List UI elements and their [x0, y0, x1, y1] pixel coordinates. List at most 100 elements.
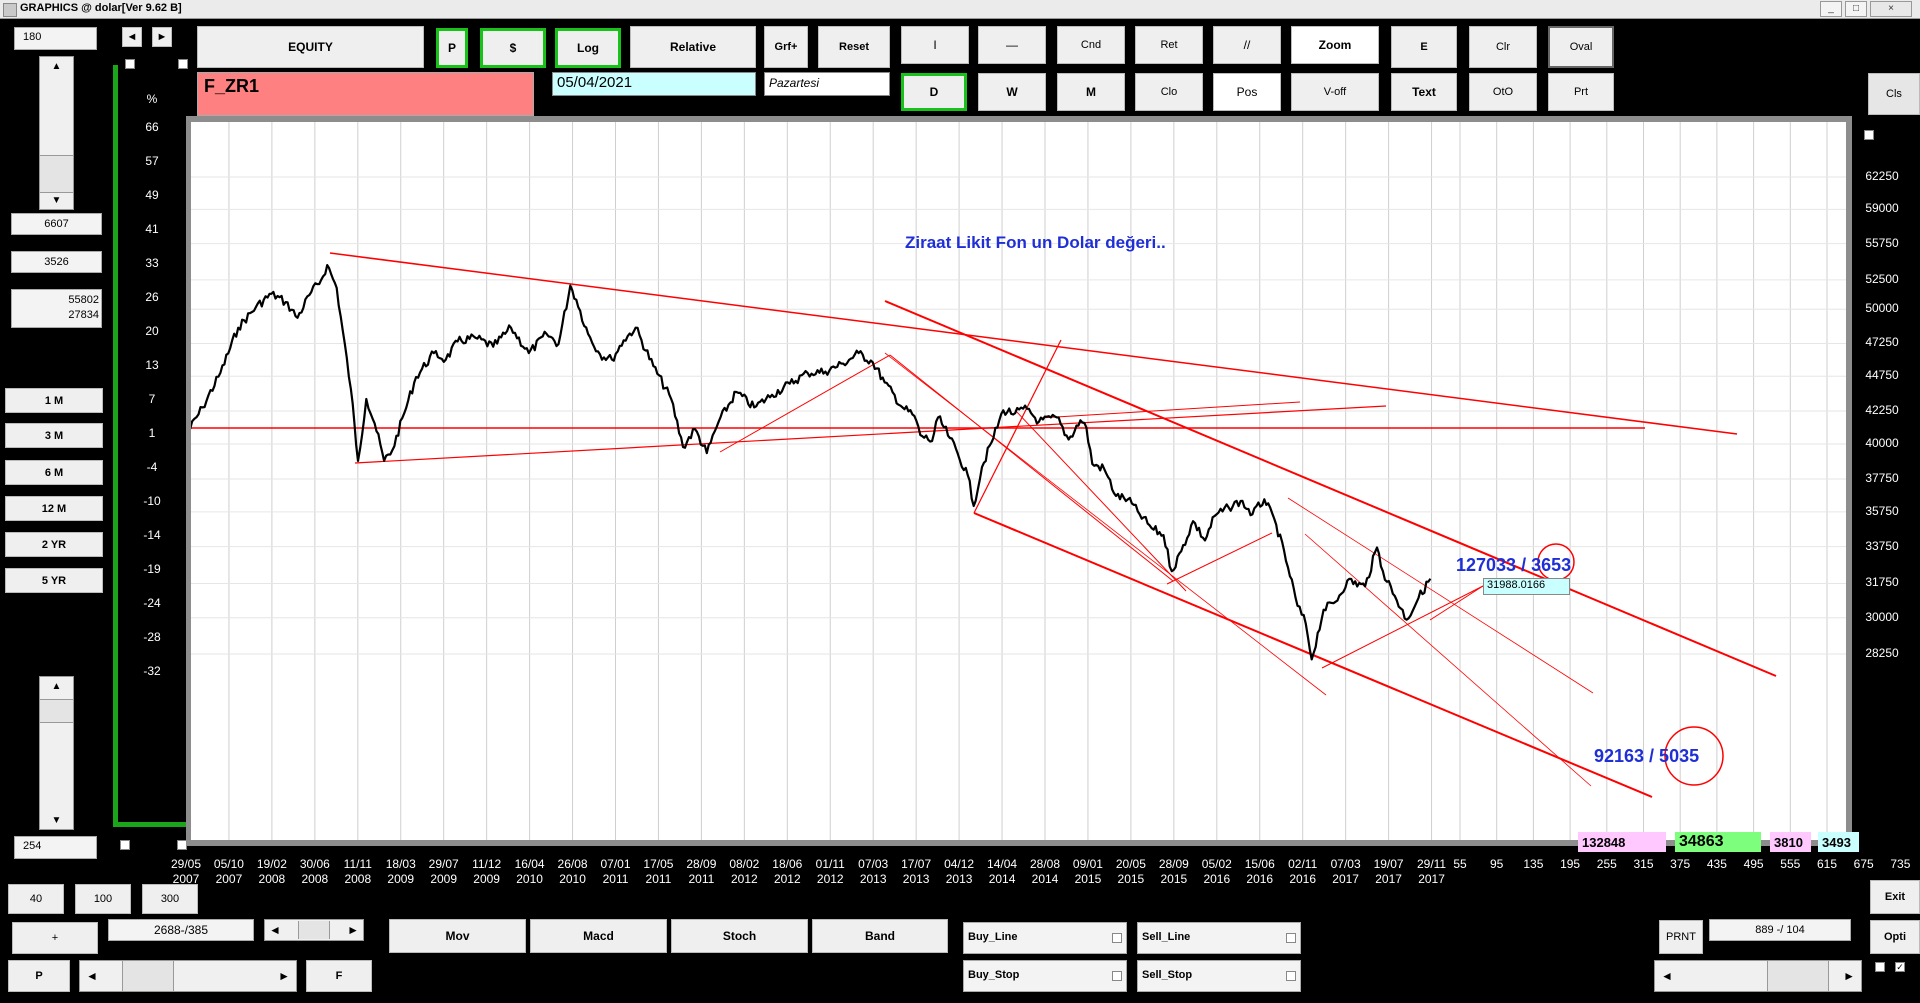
- trend-line: [1014, 409, 1187, 592]
- left-bottom-checkbox[interactable]: [120, 840, 130, 850]
- grf-plus-button[interactable]: Grf+: [764, 26, 808, 68]
- scroll-up-icon[interactable]: ▲: [51, 60, 62, 72]
- buy-stop-field[interactable]: Buy_Stop: [963, 960, 1127, 992]
- price-tick-label: 35750: [1865, 503, 1899, 518]
- scroll-up-icon[interactable]: ▲: [51, 680, 62, 692]
- scroll-thumb[interactable]: [122, 961, 174, 991]
- scroll-thumb[interactable]: [40, 155, 73, 193]
- stoch-button[interactable]: Stoch: [671, 919, 808, 953]
- parallel-button[interactable]: //: [1213, 26, 1281, 64]
- band-button[interactable]: Band: [812, 919, 948, 953]
- price-tick-label: 55750: [1865, 235, 1899, 250]
- period-2yr-button[interactable]: 2 YR: [5, 532, 103, 557]
- right-top-checkbox[interactable]: [1864, 130, 1874, 140]
- date-tick-label: 17/05 2011: [636, 857, 680, 887]
- scroll-thumb[interactable]: [1767, 961, 1829, 991]
- scroll-thumb[interactable]: [298, 921, 330, 939]
- cls-button[interactable]: Cls: [1868, 73, 1920, 115]
- clr-button[interactable]: Clr: [1469, 26, 1537, 68]
- right-checkbox[interactable]: [178, 59, 188, 69]
- f-button[interactable]: F: [306, 960, 372, 992]
- v-off-button[interactable]: V-off: [1291, 73, 1379, 111]
- m-button[interactable]: M: [1057, 73, 1125, 111]
- date-tick-day: 07/01: [600, 857, 631, 871]
- oto-button[interactable]: OtO: [1469, 73, 1537, 111]
- right-h-scrollbar[interactable]: ◄ ►: [1654, 960, 1862, 992]
- period-3m-button[interactable]: 3 M: [5, 423, 103, 448]
- w-button[interactable]: W: [978, 73, 1046, 111]
- pos-button[interactable]: Pos: [1213, 73, 1281, 111]
- symbol-field[interactable]: F_ZR1: [197, 72, 534, 116]
- buy-line-field[interactable]: Buy_Line: [963, 922, 1127, 954]
- dollar-button[interactable]: $: [480, 28, 546, 68]
- scroll-right-icon[interactable]: ►: [347, 923, 359, 937]
- buy-line-checkbox[interactable]: [1112, 933, 1122, 943]
- date-tick-label: 16/04 2010: [508, 857, 552, 887]
- scroll-thumb[interactable]: [40, 699, 73, 723]
- relative-button[interactable]: Relative: [630, 26, 756, 68]
- bottom-value-field[interactable]: 254: [14, 836, 97, 859]
- scroll-left-icon[interactable]: ◄: [86, 969, 98, 983]
- period-1m-button[interactable]: 1 M: [5, 388, 103, 413]
- opti-button[interactable]: Opti: [1870, 920, 1920, 954]
- maximize-button[interactable]: □: [1845, 1, 1867, 17]
- bottom-checkbox-1[interactable]: [1875, 962, 1885, 972]
- date-field[interactable]: 05/04/2021: [552, 72, 756, 96]
- prnt-button[interactable]: PRNT: [1659, 920, 1703, 954]
- log-button[interactable]: Log: [555, 28, 621, 68]
- mov-button[interactable]: Mov: [389, 919, 526, 953]
- bottom-vertical-scrollbar[interactable]: ▲ ▼: [39, 676, 74, 830]
- period-12m-button[interactable]: 12 M: [5, 496, 103, 521]
- sell-stop-checkbox[interactable]: [1286, 971, 1296, 981]
- scroll-left-icon[interactable]: ◄: [1661, 969, 1673, 983]
- price-tick-label: 44750: [1865, 368, 1899, 383]
- sell-stop-field[interactable]: Sell_Stop: [1137, 960, 1301, 992]
- pct-tick-label: -28: [143, 630, 161, 644]
- price-chart[interactable]: [191, 122, 1846, 840]
- n300-button[interactable]: 300: [142, 884, 198, 914]
- p-bottom-button[interactable]: P: [8, 960, 70, 992]
- dash-button[interactable]: —: [978, 26, 1046, 64]
- bottom-checkbox-2-checked[interactable]: ✓: [1895, 962, 1905, 972]
- minimize-button[interactable]: _: [1820, 1, 1842, 17]
- right-arrow-button[interactable]: ►: [152, 27, 172, 47]
- future-bar-label: 55: [1453, 857, 1467, 871]
- top-value-field[interactable]: 180: [14, 27, 97, 50]
- scroll-down-icon[interactable]: ▼: [51, 194, 62, 206]
- scroll-right-icon[interactable]: ►: [1843, 969, 1855, 983]
- sell-line-field[interactable]: Sell_Line: [1137, 922, 1301, 954]
- cnd-button[interactable]: Cnd: [1057, 26, 1125, 64]
- left-checkbox[interactable]: [125, 59, 135, 69]
- small-h-scrollbar[interactable]: ◄ ►: [264, 919, 364, 941]
- chart-frame-bottom: [113, 822, 186, 827]
- e-button[interactable]: E: [1391, 26, 1457, 68]
- close-button[interactable]: ×: [1870, 1, 1912, 17]
- exit-button[interactable]: Exit: [1870, 880, 1920, 914]
- ret-button[interactable]: Ret: [1135, 26, 1203, 64]
- zoom-button[interactable]: Zoom: [1291, 26, 1379, 64]
- value-box-2: 3526: [11, 251, 102, 273]
- main-h-scrollbar[interactable]: ◄ ►: [79, 960, 297, 992]
- macd-button[interactable]: Macd: [530, 919, 667, 953]
- scroll-down-icon[interactable]: ▼: [51, 814, 62, 826]
- top-vertical-scrollbar[interactable]: ▲ ▼: [39, 56, 74, 210]
- period-6m-button[interactable]: 6 M: [5, 460, 103, 485]
- equity-button[interactable]: EQUITY: [197, 26, 424, 68]
- buy-stop-checkbox[interactable]: [1112, 971, 1122, 981]
- left-arrow-button[interactable]: ◄: [122, 27, 142, 47]
- n100-button[interactable]: 100: [75, 884, 131, 914]
- d-button[interactable]: D: [901, 73, 967, 111]
- text-button[interactable]: Text: [1391, 73, 1457, 111]
- scroll-right-icon[interactable]: ►: [278, 969, 290, 983]
- n40-button[interactable]: 40: [8, 884, 64, 914]
- oval-button[interactable]: Oval: [1548, 26, 1614, 68]
- clo-button[interactable]: Clo: [1135, 73, 1203, 111]
- plus-button[interactable]: +: [12, 922, 98, 954]
- reset-button[interactable]: Reset: [818, 26, 890, 68]
- sell-line-checkbox[interactable]: [1286, 933, 1296, 943]
- prt-button[interactable]: Prt: [1548, 73, 1614, 111]
- p-button[interactable]: P: [436, 28, 468, 68]
- scroll-left-icon[interactable]: ◄: [269, 923, 281, 937]
- period-5yr-button[interactable]: 5 YR: [5, 568, 103, 593]
- i-button[interactable]: I: [901, 26, 969, 64]
